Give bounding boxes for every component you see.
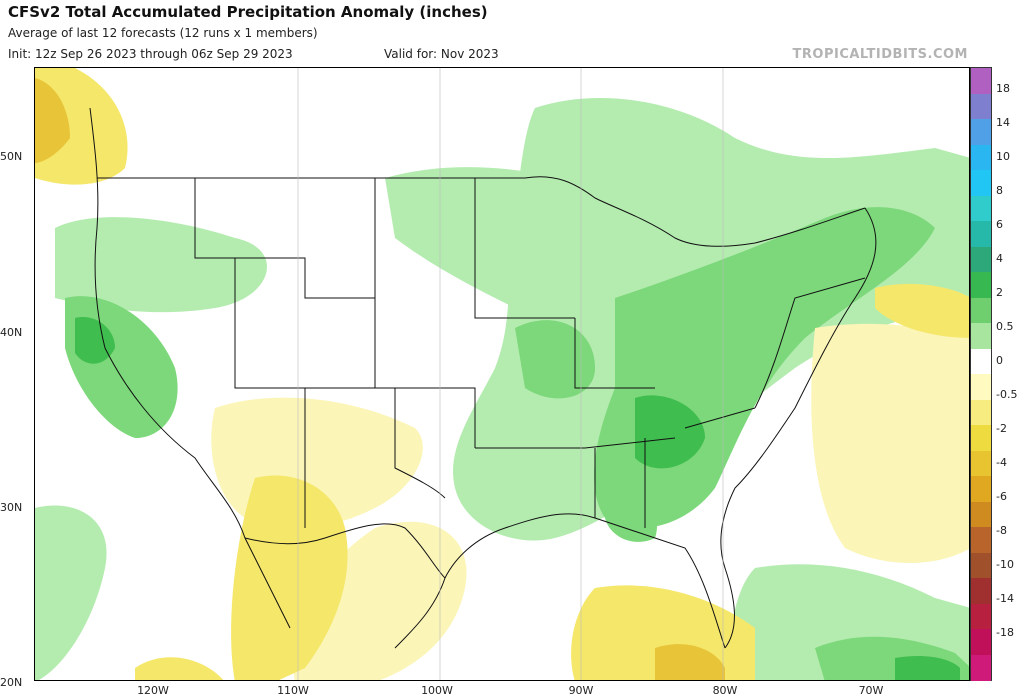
colorbar-segment: [971, 629, 991, 655]
colorbar-segment: [971, 603, 991, 630]
colorbar-segment: [971, 119, 991, 145]
lat-label-40n: 40N: [0, 326, 23, 339]
colorbar-segment: [971, 144, 991, 171]
map-title: CFSv2 Total Accumulated Precipitation An…: [8, 3, 488, 21]
map-canvas: [35, 68, 969, 680]
colorbar-segment: [971, 374, 991, 400]
colorbar-segment: [971, 552, 991, 579]
lon-label-70w: 70W: [858, 684, 884, 697]
colorbar-label: 0.5: [996, 320, 1014, 333]
colorbar-segment: [971, 399, 991, 426]
colorbar-label: -8: [996, 524, 1007, 537]
colorbar-segment: [971, 68, 991, 94]
colorbar-segment: [971, 195, 991, 222]
colorbar-label: 14: [996, 116, 1010, 129]
lat-label-20n: 20N: [0, 676, 23, 689]
graticule: [297, 68, 724, 680]
colorbar-label: 0: [996, 354, 1003, 367]
colorbar-label: 10: [996, 150, 1010, 163]
land-borders: [89, 107, 877, 649]
lat-label-50n: 50N: [0, 150, 23, 163]
colorbar: [970, 67, 992, 681]
colorbar-segment: [971, 246, 991, 273]
lon-label-80w: 80W: [712, 684, 738, 697]
valid-time: Valid for: Nov 2023: [384, 47, 499, 61]
colorbar-label: -10: [996, 558, 1014, 571]
colorbar-segment: [971, 450, 991, 477]
wet-anomaly-strong: [75, 317, 960, 680]
lon-label-110w: 110W: [277, 684, 309, 697]
colorbar-segment: [971, 323, 991, 349]
colorbar-segment: [971, 578, 991, 604]
colorbar-segment: [971, 501, 991, 528]
lon-label-90w: 90W: [568, 684, 594, 697]
colorbar-label: -14: [996, 592, 1014, 605]
colorbar-label: -6: [996, 490, 1007, 503]
lon-label-120w: 120W: [137, 684, 169, 697]
colorbar-label: 2: [996, 286, 1003, 299]
colorbar-label: 6: [996, 218, 1003, 231]
lat-label-30n: 30N: [0, 501, 23, 514]
colorbar-label: 18: [996, 82, 1010, 95]
colorbar-segment: [971, 476, 991, 502]
site-credit: TROPICALTIDBITS.COM: [792, 47, 968, 62]
colorbar-label: -2: [996, 422, 1007, 435]
dry-anomaly-medium: [35, 68, 969, 680]
dry-anomaly-strong: [35, 78, 725, 680]
colorbar-label: -18: [996, 626, 1014, 639]
colorbar-label: 4: [996, 252, 1003, 265]
colorbar-segment: [971, 297, 991, 324]
colorbar-label: 8: [996, 184, 1003, 197]
colorbar-segment: [971, 272, 991, 298]
colorbar-segment: [971, 654, 991, 681]
colorbar-label: -0.5: [996, 388, 1018, 401]
colorbar-segment: [971, 170, 991, 196]
lon-label-100w: 100W: [421, 684, 453, 697]
colorbar-segment: [971, 425, 991, 451]
colorbar-segment: [971, 348, 991, 375]
precip-anomaly-map: [34, 67, 970, 681]
colorbar-segment: [971, 93, 991, 120]
init-time: Init: 12z Sep 26 2023 through 06z Sep 29…: [8, 47, 293, 61]
map-subtitle: Average of last 12 forecasts (12 runs x …: [8, 26, 318, 40]
colorbar-segment: [971, 221, 991, 247]
colorbar-label: -4: [996, 456, 1007, 469]
colorbar-segment: [971, 527, 991, 553]
